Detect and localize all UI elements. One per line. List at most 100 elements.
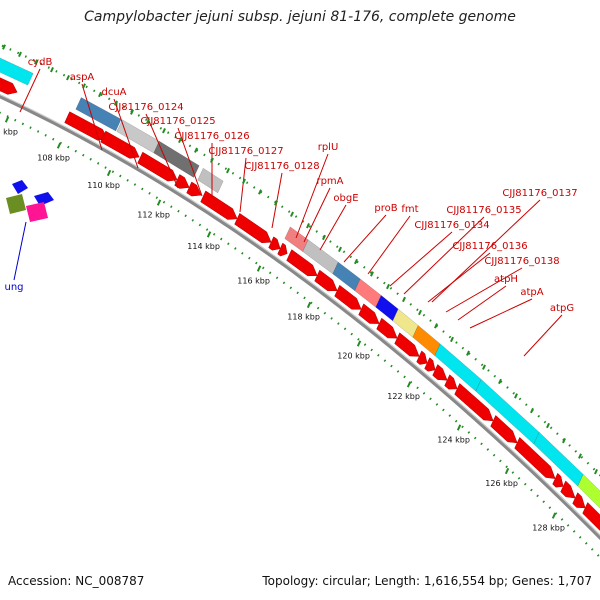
outer-tick <box>370 271 374 277</box>
outer-tick <box>418 309 422 316</box>
gene-block-6 <box>302 239 339 275</box>
leader-line <box>295 153 329 239</box>
outer-tick <box>402 296 406 303</box>
outer-tick <box>482 364 486 370</box>
leader-line <box>403 216 485 295</box>
leader-line <box>319 204 347 251</box>
scale-tick <box>306 301 312 309</box>
cds-arrow-11 <box>314 269 338 292</box>
leader-line <box>19 68 41 113</box>
outer-tick <box>434 323 438 329</box>
gene-block-7 <box>332 261 361 292</box>
outer-tick <box>130 109 134 115</box>
outer-tick <box>226 167 230 174</box>
cds-arrow-7 <box>234 212 272 244</box>
feature-layer <box>0 57 600 531</box>
gene-label-cydB: cydB <box>28 57 53 68</box>
leader-line <box>303 187 331 243</box>
scale-tick-label: 114 kbp <box>187 242 220 251</box>
leader-line <box>343 214 387 263</box>
scale-tick-label: 106 kbp <box>0 127 18 136</box>
gene-label-aspA: aspA <box>70 72 95 83</box>
ung-region-block-2 <box>34 192 54 206</box>
leader-line <box>113 98 139 169</box>
map-title: Campylobacter jejuni subsp. jejuni 81-17… <box>84 9 516 25</box>
outer-tick <box>514 393 518 399</box>
outer-tick <box>338 246 342 253</box>
gene-label-dcuA: dcuA <box>101 87 126 98</box>
gene-block-9 <box>375 295 399 322</box>
outer-tick <box>562 438 566 444</box>
outer-tick <box>82 83 86 89</box>
outer-tick <box>50 67 54 73</box>
scale-tick-label: 126 kbp <box>485 479 518 488</box>
scale-tick <box>256 265 262 272</box>
scale-tick-layer: 106 kbp 108 kbp 110 kbp 112 kbp 114 kbp 116 k… <box>0 44 598 532</box>
scale-tick-label: 116 kbp <box>237 276 270 285</box>
outer-tick <box>354 258 358 265</box>
outer-tick <box>594 469 598 475</box>
scale-tick <box>356 340 362 347</box>
gene-label-ung: ung <box>4 282 23 293</box>
cds-arrow-10 <box>286 249 318 277</box>
cds-arrow-13 <box>358 303 380 324</box>
outer-tick <box>386 283 390 290</box>
outer-tick <box>578 453 582 459</box>
scale-tick <box>156 199 162 206</box>
gene-label-proB: proB <box>374 203 397 214</box>
gene-label-atpH: atpH <box>494 274 518 285</box>
cds-arrow-19 <box>444 374 458 390</box>
ung-region-block-1 <box>12 180 28 194</box>
leader-line <box>389 231 453 287</box>
scale-tick-label: 110 kbp <box>87 181 120 190</box>
leader-line <box>445 267 523 313</box>
gene-label-obgE: obgE <box>333 193 358 204</box>
label-leader-lines <box>13 68 563 357</box>
gene-label-atpA: atpA <box>520 287 543 298</box>
cds-arrow-16 <box>416 350 428 365</box>
leader-line <box>367 215 411 275</box>
outer-tick <box>18 51 22 58</box>
leader-line <box>427 252 491 303</box>
gene-block-5 <box>284 226 309 252</box>
cds-arrow-26 <box>582 502 600 531</box>
gene-block-4 <box>197 167 224 194</box>
genome-summary-text: Topology: circular; Length: 1,616,554 bp… <box>262 574 592 588</box>
outer-tick <box>466 350 470 356</box>
leader-line <box>457 285 507 321</box>
outer-tick <box>178 137 182 144</box>
cds-arrow-6 <box>200 190 238 220</box>
gene-label-rpmA: rpmA <box>316 176 343 187</box>
leader-line <box>177 127 203 197</box>
gene-label-layer: cydB aspA dcuA CJJ81176_0124 CJJ81176_0125 CJ… <box>4 57 577 314</box>
scale-tick <box>56 142 62 149</box>
outer-tick <box>306 223 310 229</box>
backbone-line <box>0 94 600 541</box>
outer-tick <box>322 234 326 241</box>
gene-block-1 <box>75 97 122 132</box>
backbone-highlight <box>0 94 600 536</box>
gene-label-atpG: atpG <box>550 303 574 314</box>
leader-line <box>239 157 247 213</box>
cds-arrow-14 <box>376 317 398 339</box>
cds-arrow-20 <box>454 383 494 422</box>
outer-tick <box>530 407 534 414</box>
gene-block-12 <box>434 343 482 392</box>
scale-tick-label: 128 kbp <box>532 523 565 532</box>
gene-label-CJJ81176_0135: CJJ81176_0135 <box>446 205 521 216</box>
gene-label-CJJ81176_0134: CJJ81176_0134 <box>414 220 489 231</box>
gene-block-3 <box>153 140 200 178</box>
outer-tick <box>450 336 454 343</box>
cds-arrow-23 <box>552 472 564 488</box>
gene-block-8 <box>354 278 382 308</box>
leader-line <box>523 314 563 357</box>
cds-arrow-4 <box>174 174 190 189</box>
cds-arrow-22 <box>514 436 556 479</box>
gene-block-11 <box>412 325 441 357</box>
scale-tick <box>206 231 212 238</box>
scale-tick <box>456 424 462 431</box>
cds-arrow-15 <box>394 332 420 357</box>
leader-line <box>469 298 533 329</box>
outer-tick <box>34 59 38 65</box>
